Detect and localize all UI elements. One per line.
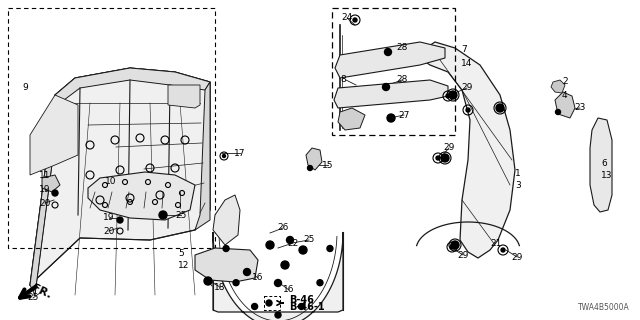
Text: TWA4B5000A: TWA4B5000A [579,303,630,312]
Circle shape [317,280,323,286]
Text: B-46: B-46 [289,295,314,305]
Polygon shape [213,232,343,320]
Text: 22: 22 [287,238,298,247]
Text: 2: 2 [562,77,568,86]
Circle shape [387,114,395,122]
Text: 29: 29 [461,84,472,92]
Circle shape [223,245,229,252]
Circle shape [287,236,294,244]
Text: 13: 13 [601,171,612,180]
Circle shape [223,155,225,157]
Text: 10: 10 [105,177,116,186]
Text: 26: 26 [277,223,289,233]
Circle shape [266,300,272,306]
Text: 1: 1 [515,169,521,178]
Circle shape [383,84,390,91]
Polygon shape [30,95,60,295]
Circle shape [275,279,282,286]
Text: 7: 7 [461,45,467,54]
Text: FR.: FR. [30,283,53,301]
Text: 6: 6 [601,158,607,167]
Circle shape [281,261,289,269]
Circle shape [298,303,305,309]
Circle shape [252,303,258,309]
Text: 20: 20 [39,198,51,207]
Polygon shape [30,95,78,175]
Text: 16: 16 [283,285,294,294]
Text: 18: 18 [214,283,225,292]
Text: 3: 3 [515,180,521,189]
Text: 29: 29 [511,252,522,261]
Text: 15: 15 [322,161,333,170]
Text: 11: 11 [39,172,51,180]
Circle shape [385,49,392,55]
Polygon shape [306,148,322,170]
Polygon shape [213,195,240,245]
Circle shape [556,109,561,115]
Text: 28: 28 [396,76,408,84]
Text: 27: 27 [398,110,410,119]
Text: 29: 29 [443,143,454,153]
Text: 25: 25 [175,211,186,220]
Polygon shape [334,80,448,108]
Text: 25: 25 [27,293,38,302]
Circle shape [353,18,357,22]
Circle shape [204,277,212,285]
Polygon shape [415,42,515,258]
Circle shape [451,241,459,249]
Polygon shape [338,108,365,130]
Text: 4: 4 [562,91,568,100]
Polygon shape [335,42,445,78]
Text: 14: 14 [461,59,472,68]
Text: 8: 8 [340,76,346,84]
Circle shape [159,211,167,219]
Circle shape [441,154,449,162]
Polygon shape [551,80,565,93]
Circle shape [450,245,454,249]
Circle shape [501,248,505,252]
Text: 9: 9 [22,84,28,92]
Polygon shape [555,92,575,118]
Polygon shape [590,118,612,212]
Circle shape [327,245,333,252]
Text: 16: 16 [252,274,264,283]
Circle shape [275,312,281,318]
Text: 19: 19 [39,186,51,195]
Bar [8,8,215,248]
Text: B-46-1: B-46-1 [289,302,324,312]
Polygon shape [195,248,258,282]
Circle shape [52,190,58,196]
Circle shape [299,246,307,254]
Circle shape [307,165,312,171]
Text: 25: 25 [303,236,314,244]
Circle shape [117,217,123,223]
Circle shape [266,241,274,249]
Polygon shape [88,172,195,220]
Bar [264,296,280,310]
Polygon shape [168,85,200,108]
Text: 20: 20 [103,227,115,236]
Text: 23: 23 [574,103,586,113]
Polygon shape [195,82,210,230]
Polygon shape [42,175,60,192]
Text: 24: 24 [341,13,352,22]
Text: 12: 12 [178,260,189,269]
Text: 29: 29 [457,251,468,260]
Text: 21: 21 [490,238,501,247]
Bar [332,8,455,135]
Text: 5: 5 [178,249,184,258]
Circle shape [436,156,440,160]
Circle shape [233,280,239,286]
Circle shape [496,104,504,112]
Circle shape [243,268,250,276]
Circle shape [449,91,457,99]
Text: 28: 28 [396,44,408,52]
Polygon shape [55,68,210,103]
Circle shape [446,94,450,98]
Polygon shape [30,68,210,285]
Text: 19: 19 [103,213,115,222]
Circle shape [466,108,470,112]
Text: 17: 17 [234,148,246,157]
